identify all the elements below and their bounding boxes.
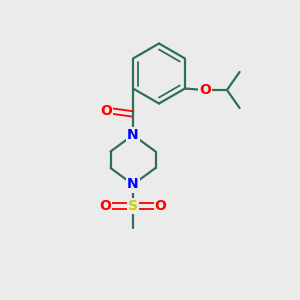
Text: N: N (127, 128, 139, 142)
Text: N: N (127, 178, 139, 191)
Text: O: O (100, 104, 112, 118)
Text: O: O (199, 83, 211, 97)
Text: O: O (155, 199, 167, 213)
Text: O: O (100, 199, 111, 213)
Text: S: S (128, 199, 138, 213)
